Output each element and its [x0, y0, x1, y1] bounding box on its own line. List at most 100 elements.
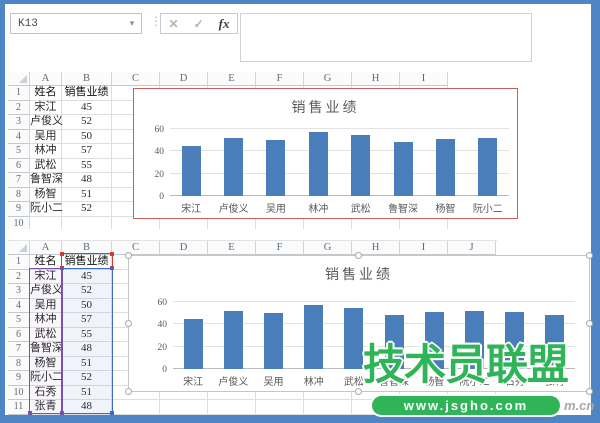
- column-header-B[interactable]: B: [62, 72, 112, 86]
- row-header-2[interactable]: 2: [8, 269, 30, 284]
- row-header-6[interactable]: 6: [8, 158, 30, 173]
- column-header-I[interactable]: I: [400, 72, 448, 86]
- row-header-8[interactable]: 8: [8, 356, 30, 371]
- row-header-9[interactable]: 9: [8, 371, 30, 386]
- column-header-C[interactable]: C: [112, 72, 160, 86]
- cell-B1[interactable]: 销售业绩: [62, 255, 112, 270]
- row-header-10[interactable]: 10: [8, 385, 30, 400]
- cell-B1[interactable]: 销售业绩: [62, 86, 112, 101]
- row-header-5[interactable]: 5: [8, 313, 30, 328]
- column-header-D[interactable]: D: [160, 72, 208, 86]
- bar-石秀[interactable]: [505, 312, 525, 369]
- range-handle[interactable]: [60, 252, 64, 256]
- cell-D10[interactable]: [160, 385, 208, 400]
- bar-武松[interactable]: [344, 307, 364, 369]
- cell-A6[interactable]: 武松: [30, 158, 62, 173]
- name-box[interactable]: K13 ▾: [10, 13, 142, 34]
- column-header-B[interactable]: B: [62, 241, 112, 255]
- column-header-A[interactable]: A: [30, 72, 62, 86]
- row-header-1[interactable]: 1: [8, 255, 30, 270]
- cancel-icon[interactable]: ✕: [168, 16, 179, 31]
- column-header-H[interactable]: H: [352, 241, 400, 255]
- bar-卢俊义[interactable]: [224, 137, 244, 196]
- chart-resize-handle[interactable]: [125, 388, 132, 395]
- column-header-D[interactable]: D: [160, 241, 208, 255]
- cell-E10[interactable]: [208, 385, 256, 400]
- cell-B10[interactable]: [62, 216, 112, 229]
- column-header-C[interactable]: C: [112, 241, 160, 255]
- cell-B9[interactable]: 52: [62, 202, 112, 217]
- bar-宋江[interactable]: [181, 145, 201, 196]
- cell-I10[interactable]: [400, 216, 448, 229]
- bar-吴用[interactable]: [264, 313, 283, 369]
- row-header-10[interactable]: 10: [8, 216, 30, 229]
- row-header-3[interactable]: 3: [8, 115, 30, 130]
- bar-张青[interactable]: [545, 315, 565, 369]
- cell-F10[interactable]: [256, 216, 304, 229]
- column-header-E[interactable]: E: [208, 72, 256, 86]
- cell-B2[interactable]: 45: [62, 100, 112, 115]
- bar-阮小二[interactable]: [478, 137, 498, 196]
- bar-杨智[interactable]: [435, 139, 455, 196]
- cell-D10[interactable]: [160, 216, 208, 229]
- cell-A7[interactable]: 鲁智深: [30, 173, 63, 188]
- chart-resize-handle[interactable]: [355, 388, 362, 395]
- values-range-B2-B11[interactable]: [61, 268, 114, 415]
- column-header-E[interactable]: E: [208, 241, 256, 255]
- chart-resize-handle[interactable]: [125, 319, 132, 327]
- bar-阮小二[interactable]: [465, 310, 485, 369]
- row-header-7[interactable]: 7: [8, 173, 30, 188]
- cell-B8[interactable]: 51: [62, 187, 112, 202]
- bar-宋江[interactable]: [183, 318, 203, 369]
- row-header-4[interactable]: 4: [8, 298, 30, 313]
- cell-F11[interactable]: [256, 400, 304, 415]
- cell-B3[interactable]: 52: [62, 115, 112, 130]
- cell-B5[interactable]: 57: [62, 313, 112, 328]
- column-header-A[interactable]: A: [30, 241, 62, 255]
- sales-chart-top[interactable]: 销售业绩 0 20 40 60 宋江 卢俊义 吴用 林冲 武松 鲁智深 杨智 阮小二: [133, 88, 518, 219]
- enter-icon[interactable]: ✓: [193, 16, 204, 31]
- cell-G10[interactable]: [304, 216, 352, 229]
- cell-C10[interactable]: [112, 216, 160, 229]
- column-header-F[interactable]: F: [256, 72, 304, 86]
- row-header-11[interactable]: 11: [8, 400, 30, 415]
- series-name-range-B1[interactable]: [60, 252, 114, 270]
- cell-B2[interactable]: 45: [62, 269, 112, 284]
- cell-H10[interactable]: [352, 216, 400, 229]
- bar-林冲[interactable]: [308, 132, 328, 196]
- column-header-G[interactable]: G: [304, 72, 352, 86]
- row-header-8[interactable]: 8: [8, 187, 30, 202]
- insert-function-icon[interactable]: fx: [218, 15, 230, 31]
- bar-吴用[interactable]: [266, 140, 286, 196]
- row-header-5[interactable]: 5: [8, 144, 30, 159]
- range-handle[interactable]: [110, 252, 114, 256]
- cell-A10[interactable]: [30, 216, 62, 229]
- column-header-G[interactable]: G: [304, 241, 352, 255]
- cell-B6[interactable]: 55: [62, 158, 112, 173]
- chart-resize-handle[interactable]: [586, 388, 593, 395]
- cell-A2[interactable]: 宋江: [30, 100, 62, 115]
- row-header-1[interactable]: 1: [8, 86, 30, 101]
- name-box-value[interactable]: K13: [18, 17, 38, 30]
- cell-A3[interactable]: 卢俊义: [30, 115, 63, 130]
- column-header-I[interactable]: I: [400, 241, 448, 255]
- range-handle[interactable]: [28, 411, 32, 415]
- chart-resize-handle[interactable]: [125, 252, 132, 259]
- category-range-A2-A11[interactable]: [28, 268, 64, 415]
- bar-杨智[interactable]: [424, 312, 444, 369]
- column-header-J[interactable]: J: [448, 241, 496, 255]
- cell-B7[interactable]: 48: [62, 173, 112, 188]
- row-header-7[interactable]: 7: [8, 342, 30, 357]
- cell-B5[interactable]: 57: [62, 144, 112, 159]
- cell-B4[interactable]: 50: [62, 298, 112, 313]
- cell-A4[interactable]: 吴用: [30, 129, 62, 144]
- cell-B10[interactable]: 51: [62, 385, 112, 400]
- cell-E11[interactable]: [208, 400, 256, 415]
- bar-卢俊义[interactable]: [223, 310, 243, 369]
- bar-鲁智深[interactable]: [393, 142, 413, 196]
- cell-C10[interactable]: [112, 385, 160, 400]
- range-handle[interactable]: [110, 411, 114, 415]
- column-header-F[interactable]: F: [256, 241, 304, 255]
- cell-D11[interactable]: [160, 400, 208, 415]
- chart-resize-handle[interactable]: [586, 252, 593, 259]
